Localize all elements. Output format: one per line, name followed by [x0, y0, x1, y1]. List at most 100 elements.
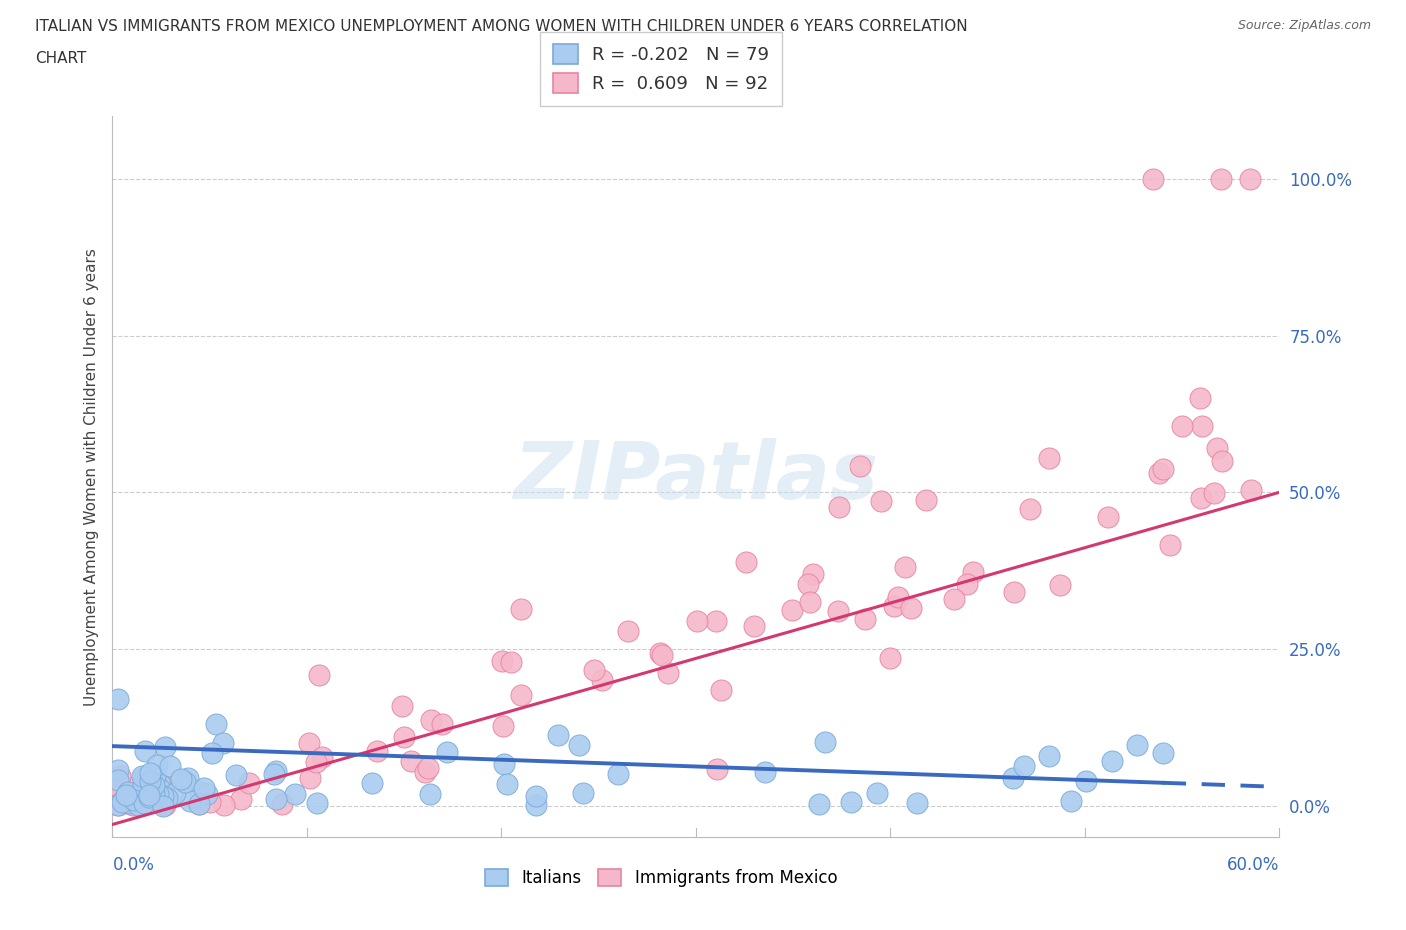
Point: [583, 662, 606, 677]
Point: [1001, 771, 1024, 786]
Point: [1152, 746, 1174, 761]
Point: [132, 790, 155, 804]
Point: [163, 786, 186, 801]
Point: [132, 795, 155, 810]
Point: [1152, 462, 1174, 477]
Point: [1038, 749, 1060, 764]
Point: [111, 792, 134, 807]
Point: [153, 778, 176, 793]
Point: [1004, 584, 1026, 599]
Point: [807, 796, 830, 811]
Point: [138, 788, 160, 803]
Point: [1159, 538, 1181, 552]
Point: [155, 790, 177, 805]
Point: [107, 797, 129, 812]
Point: [501, 655, 523, 670]
Point: [1060, 793, 1083, 808]
Point: [141, 775, 163, 790]
Point: [107, 692, 129, 707]
Point: [127, 788, 149, 803]
Point: [297, 736, 319, 751]
Point: [1049, 578, 1071, 592]
Point: [159, 759, 181, 774]
Point: [853, 611, 876, 626]
Point: [107, 798, 129, 813]
Point: [177, 770, 200, 785]
Point: [394, 729, 416, 744]
Point: [413, 764, 436, 779]
Point: [152, 788, 174, 803]
Point: [138, 790, 160, 804]
Point: [142, 786, 165, 801]
Point: [122, 791, 145, 806]
Point: [111, 795, 134, 810]
Point: [142, 791, 165, 806]
Point: [148, 787, 170, 802]
Point: [1101, 754, 1123, 769]
Text: 60.0%: 60.0%: [1227, 856, 1279, 874]
Point: [305, 795, 328, 810]
Point: [943, 592, 966, 607]
Point: [1147, 465, 1170, 480]
Point: [201, 746, 224, 761]
Point: [238, 776, 260, 790]
Point: [153, 739, 176, 754]
Point: [195, 787, 218, 802]
Point: [496, 777, 519, 792]
Point: [1188, 391, 1211, 405]
Point: [188, 784, 211, 799]
Point: [174, 775, 197, 790]
Point: [432, 716, 454, 731]
Point: [127, 797, 149, 812]
Point: [361, 776, 384, 790]
Point: [524, 788, 547, 803]
Point: [869, 494, 891, 509]
Point: [591, 673, 613, 688]
Point: [735, 554, 758, 569]
Point: [117, 785, 139, 800]
Point: [117, 787, 139, 802]
Point: [170, 771, 193, 786]
Point: [179, 793, 201, 808]
Point: [139, 765, 162, 780]
Text: ZIPatlas: ZIPatlas: [513, 438, 879, 515]
Point: [436, 744, 458, 759]
Point: [271, 797, 294, 812]
Point: [139, 774, 162, 789]
Point: [298, 771, 321, 786]
Point: [797, 577, 820, 591]
Point: [1191, 418, 1213, 433]
Point: [709, 683, 731, 698]
Point: [212, 736, 235, 751]
Point: [686, 614, 709, 629]
Point: [229, 791, 252, 806]
Point: [1239, 171, 1261, 186]
Point: [145, 768, 167, 783]
Point: [510, 602, 533, 617]
Point: [1240, 483, 1263, 498]
Point: [650, 645, 672, 660]
Point: [801, 566, 824, 581]
Point: [118, 795, 141, 810]
Text: CHART: CHART: [35, 51, 87, 66]
Point: [145, 777, 167, 791]
Point: [399, 753, 422, 768]
Point: [115, 788, 138, 803]
Point: [193, 781, 215, 796]
Point: [1209, 171, 1232, 186]
Point: [780, 603, 803, 618]
Point: [866, 786, 889, 801]
Point: [900, 601, 922, 616]
Point: [132, 777, 155, 792]
Point: [1126, 737, 1149, 752]
Point: [509, 687, 531, 702]
Point: [204, 717, 226, 732]
Point: [841, 795, 863, 810]
Point: [115, 784, 138, 799]
Point: [524, 798, 547, 813]
Point: [107, 773, 129, 788]
Point: [121, 789, 143, 804]
Point: [143, 778, 166, 793]
Point: [131, 768, 153, 783]
Point: [887, 590, 910, 604]
